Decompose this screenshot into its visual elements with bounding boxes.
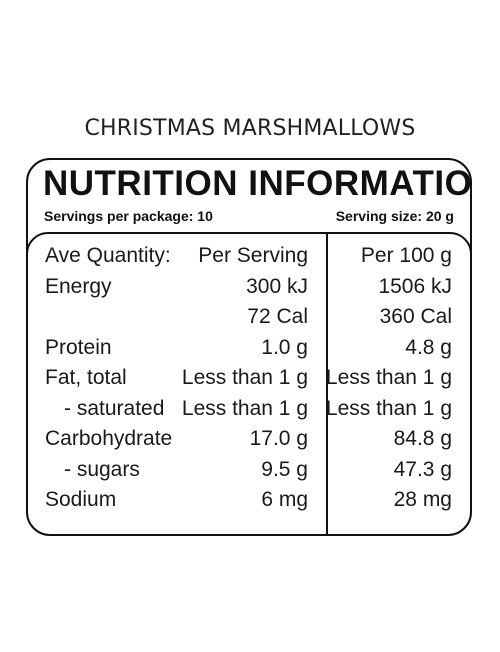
servings-line: Servings per package: 10 Serving size: 2…: [44, 208, 454, 226]
row-per-100g: 1506 kJ: [378, 274, 452, 298]
row-label: - sugars: [64, 457, 140, 481]
row-label: Energy: [45, 274, 112, 298]
header-per-serving: Per Serving: [198, 244, 308, 267]
table-header-row: Ave Quantity: Per Serving Per 100 g: [28, 244, 470, 275]
row-per-100g: 28 mg: [393, 488, 452, 511]
header-per-100g: Per 100 g: [360, 244, 452, 267]
table-row-fat-total: Fat, total Less than 1 g Less than 1 g: [28, 366, 470, 397]
row-per-serving: Less than 1 g: [181, 396, 308, 420]
header-ave-quantity: Ave Quantity:: [45, 244, 171, 267]
serving-size: Serving size: 20 g: [335, 208, 454, 224]
row-per-serving: 300 kJ: [246, 274, 308, 298]
servings-per-package: Servings per package: 10: [44, 208, 213, 224]
row-per-100g: 84.8 g: [393, 427, 452, 450]
table-row-energy-kj: Energy 300 kJ 1506 kJ: [28, 275, 470, 306]
row-per-serving: 17.0 g: [249, 427, 308, 450]
row-label: - saturated: [64, 396, 165, 420]
nutrition-table-border: [28, 232, 470, 534]
row-per-100g: Less than 1 g: [325, 366, 452, 389]
row-label: Sodium: [45, 488, 117, 511]
product-name: CHRISTMAS MARSHMALLOWS: [84, 116, 416, 141]
row-per-100g: 47.3 g: [393, 457, 452, 481]
row-label: Carbohydrate: [45, 427, 173, 450]
column-divider: [326, 232, 328, 534]
row-per-100g: 4.8 g: [405, 335, 452, 359]
panel-heading: NUTRITION INFORMATION: [43, 164, 472, 203]
row-per-serving: 9.5 g: [261, 457, 308, 481]
table-row-saturated: - saturated Less than 1 g Less than 1 g: [28, 397, 470, 428]
table-row-protein: Protein 1.0 g 4.8 g: [28, 336, 470, 367]
row-label: Fat, total: [45, 366, 127, 389]
nutrition-table: Ave Quantity: Per Serving Per 100 g Ener…: [28, 244, 470, 519]
table-row-carbohydrate: Carbohydrate 17.0 g 84.8 g: [28, 427, 470, 458]
row-label: Protein: [45, 335, 112, 359]
row-per-100g: Less than 1 g: [325, 396, 452, 420]
row-per-serving: 72 Cal: [247, 305, 308, 328]
row-per-100g: 360 Cal: [379, 305, 452, 328]
row-per-serving: Less than 1 g: [181, 366, 308, 389]
nutrition-panel: NUTRITION INFORMATION Servings per packa…: [26, 158, 472, 536]
table-row-sugars: - sugars 9.5 g 47.3 g: [28, 458, 470, 489]
row-per-serving: 1.0 g: [261, 335, 308, 359]
table-row-sodium: Sodium 6 mg 28 mg: [28, 488, 470, 519]
row-per-serving: 6 mg: [261, 488, 308, 511]
table-row-energy-cal: 72 Cal 360 Cal: [28, 305, 470, 336]
